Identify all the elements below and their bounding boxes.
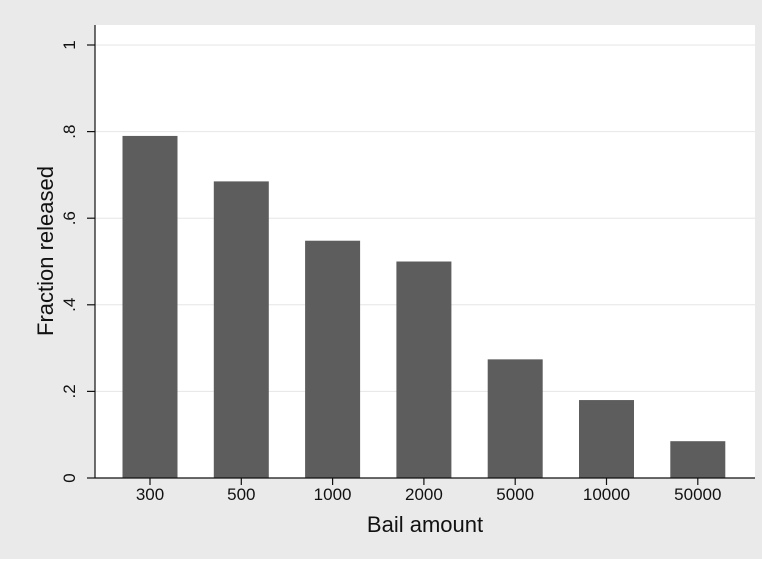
- bar: [487, 359, 543, 478]
- axes: [94, 25, 755, 479]
- x-tick-label: 50000: [674, 485, 721, 504]
- y-tick-label: 1: [60, 40, 79, 49]
- x-tick-label: 1000: [314, 485, 352, 504]
- x-ticks: 300 500 1000 2000 5000 10000 50000: [136, 478, 721, 504]
- bar: [122, 135, 178, 478]
- bar: [305, 240, 361, 478]
- x-tick-label: 2000: [405, 485, 443, 504]
- y-axis-title: Fraction released: [33, 166, 58, 336]
- bar: [670, 441, 726, 478]
- y-tick-label: .4: [60, 298, 79, 312]
- x-tick-label: 500: [227, 485, 255, 504]
- y-tick-label: 0: [60, 473, 79, 482]
- x-tick-label: 10000: [583, 485, 630, 504]
- y-tick-label: .6: [60, 211, 79, 225]
- x-tick-label: 300: [136, 485, 164, 504]
- y-tick-label: .2: [60, 384, 79, 398]
- bar: [396, 261, 452, 478]
- x-tick-label: 5000: [496, 485, 534, 504]
- bar: [213, 181, 269, 478]
- bars: [122, 135, 726, 478]
- bar: [579, 400, 634, 478]
- y-tick-label: .8: [60, 125, 79, 139]
- y-ticks: 0 .2 .4 .6 .8 1: [60, 40, 95, 483]
- x-axis-title: Bail amount: [367, 512, 483, 537]
